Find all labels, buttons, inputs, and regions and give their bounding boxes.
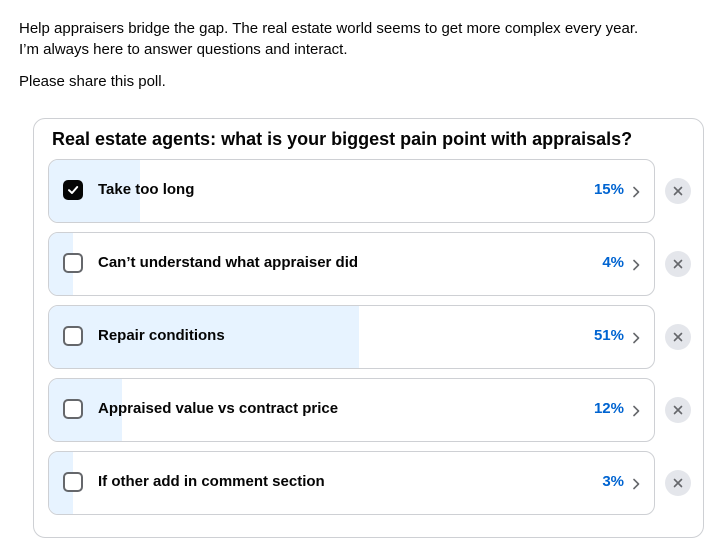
poll-option[interactable]: Repair conditions 51% — [48, 305, 655, 369]
check-icon — [68, 186, 79, 194]
poll-option[interactable]: If other add in comment section 3% — [48, 451, 655, 515]
poll-option-checkbox[interactable] — [63, 326, 83, 346]
close-icon — [673, 332, 683, 342]
poll-option-percent[interactable]: 15% — [593, 181, 624, 198]
poll-option-checkbox[interactable] — [63, 253, 83, 273]
remove-option-button[interactable] — [665, 251, 691, 277]
poll-question: Real estate agents: what is your biggest… — [52, 129, 633, 149]
poll-option-checkbox[interactable] — [63, 399, 83, 419]
close-icon — [673, 405, 683, 415]
poll-option-checkbox[interactable] — [63, 180, 83, 200]
poll-option[interactable]: Take too long 15% — [48, 159, 655, 223]
poll-option[interactable]: Can’t understand what appraiser did 4% — [48, 232, 655, 296]
poll-option-percent[interactable]: 12% — [593, 400, 624, 417]
poll-option-percent[interactable]: 3% — [602, 473, 624, 490]
close-icon — [673, 186, 683, 196]
close-icon — [673, 478, 683, 488]
close-icon — [673, 259, 683, 269]
post-line-1: Help appraisers bridge the gap. The real… — [19, 20, 639, 37]
poll-option-label: Can’t understand what appraiser did — [98, 254, 359, 271]
chevron-right-icon[interactable] — [632, 258, 640, 276]
chevron-right-icon[interactable] — [632, 331, 640, 349]
poll-option-result-bar — [49, 306, 359, 368]
remove-option-button[interactable] — [665, 178, 691, 204]
post-text: Help appraisers bridge the gap. The real… — [19, 18, 709, 92]
poll-option-percent[interactable]: 51% — [593, 327, 624, 344]
remove-option-button[interactable] — [665, 324, 691, 350]
remove-option-button[interactable] — [665, 470, 691, 496]
poll-option-result-bar — [49, 379, 122, 441]
poll-option-label: If other add in comment section — [98, 473, 325, 490]
poll-card: Real estate agents: what is your biggest… — [33, 118, 704, 538]
poll-option-checkbox[interactable] — [63, 472, 83, 492]
poll-option[interactable]: Appraised value vs contract price 12% — [48, 378, 655, 442]
poll-option-label: Repair conditions — [98, 327, 225, 344]
post-line-2: I’m always here to answer questions and … — [19, 41, 348, 58]
remove-option-button[interactable] — [665, 397, 691, 423]
poll-option-label: Appraised value vs contract price — [98, 400, 339, 417]
poll-option-label: Take too long — [98, 181, 195, 198]
post-line-3: Please share this poll. — [19, 73, 166, 90]
chevron-right-icon[interactable] — [632, 404, 640, 422]
poll-option-percent[interactable]: 4% — [602, 254, 624, 271]
chevron-right-icon[interactable] — [632, 185, 640, 203]
chevron-right-icon[interactable] — [632, 477, 640, 495]
